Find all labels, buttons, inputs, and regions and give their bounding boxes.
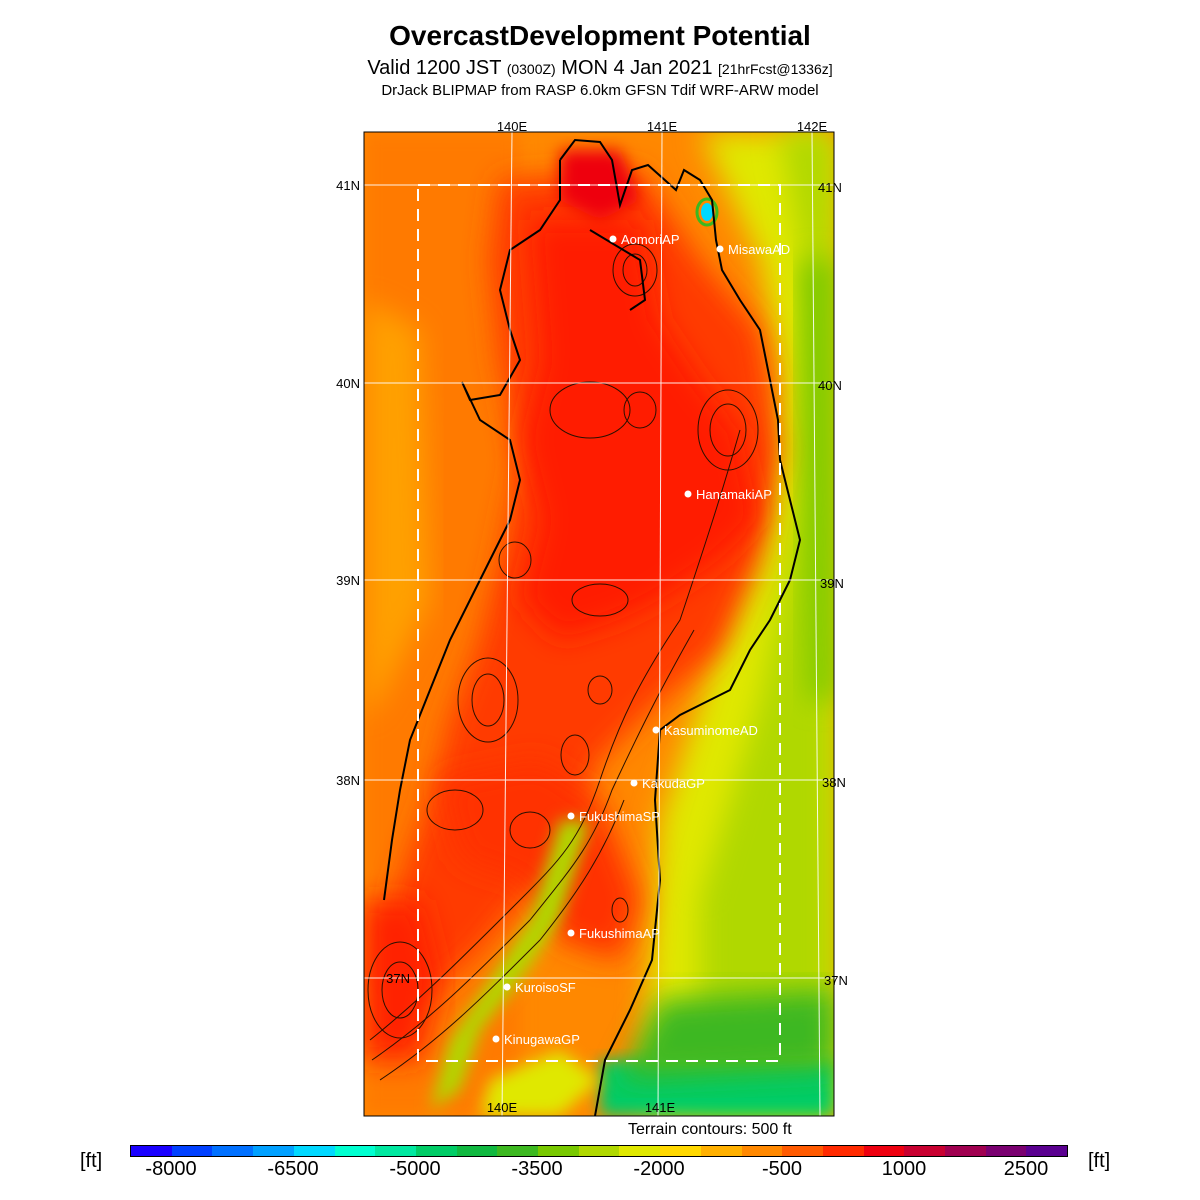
color-swatch	[904, 1146, 946, 1156]
color-swatch	[415, 1146, 457, 1156]
coastline	[383, 138, 802, 1116]
scale-tick-label: -2000	[633, 1158, 685, 1180]
color-swatch	[945, 1146, 986, 1156]
color-swatch	[782, 1146, 823, 1156]
lat-label-right: 38N	[822, 775, 846, 790]
color-swatch	[863, 1146, 905, 1156]
station-label: MisawaAD	[728, 242, 790, 257]
lon-label-bottom: 141E	[645, 1100, 676, 1115]
lon-label-top: 140E	[497, 119, 528, 134]
color-swatch	[497, 1146, 539, 1156]
station-label: KinugawaGP	[504, 1032, 580, 1047]
color-swatch	[660, 1146, 701, 1156]
scale-tick-label: -8000	[145, 1158, 197, 1180]
color-swatch	[293, 1146, 335, 1156]
valid-utc: (0300Z)	[506, 61, 556, 77]
color-swatch	[456, 1146, 498, 1156]
inner-domain-box	[417, 184, 781, 1062]
model-line: DrJack BLIPMAP from RASP 6.0km GFSN Tdif…	[381, 82, 819, 99]
terrain-contour-note: Terrain contours: 500 ft	[628, 1121, 792, 1138]
color-swatch	[619, 1146, 661, 1156]
station-label: KasuminomeAD	[664, 723, 758, 738]
station-label: AomoriAP	[621, 232, 680, 247]
color-swatch	[700, 1146, 742, 1156]
color-swatch	[212, 1146, 254, 1156]
color-scale-bar	[130, 1145, 1068, 1157]
color-swatch	[253, 1146, 294, 1156]
lat-label-right: 40N	[818, 378, 842, 393]
unit-label-left: [ft]	[80, 1150, 103, 1172]
station-kakuda: KakudaGP	[630, 776, 705, 791]
scale-tick-label: -5000	[389, 1158, 441, 1180]
lat-label-left: 38N	[336, 773, 360, 788]
lat-label-left: 37N	[386, 971, 410, 986]
station-kasuminome: KasuminomeAD	[652, 723, 758, 738]
terrain-contours	[367, 243, 759, 1081]
color-swatch	[741, 1146, 783, 1156]
color-swatch	[131, 1146, 172, 1156]
station-misawa: MisawaAD	[716, 242, 790, 257]
map-field	[364, 132, 834, 1116]
station-aomori: AomoriAP	[609, 232, 680, 247]
station-label: KuroisoSF	[515, 980, 576, 995]
scale-tick-label: -500	[761, 1158, 803, 1180]
station-label: HanamakiAP	[696, 487, 772, 502]
valid-date: MON 4 Jan 2021	[561, 57, 713, 79]
station-label: FukushimaSP	[579, 809, 660, 824]
valid-prefix: Valid 1200 JST	[367, 57, 502, 79]
color-swatch	[538, 1146, 579, 1156]
scale-tick-label: 2500	[1003, 1158, 1049, 1180]
unit-label-right: [ft]	[1088, 1150, 1111, 1172]
color-swatch	[334, 1146, 376, 1156]
map-frame	[363, 131, 835, 1117]
color-swatch	[171, 1146, 213, 1156]
forecast-info: [21hrFcst@1336z]	[718, 61, 833, 77]
station-label: KakudaGP	[642, 776, 705, 791]
station-kinugawa: KinugawaGP	[492, 1032, 580, 1047]
scale-tick-label: -3500	[511, 1158, 563, 1180]
scale-tick-label: -6500	[267, 1158, 319, 1180]
lat-label-right: 39N	[820, 576, 844, 591]
station-hanamaki: HanamakiAP	[684, 487, 772, 502]
color-swatch	[822, 1146, 864, 1156]
valid-time: Valid 1200 JST (0300Z) MON 4 Jan 2021 [2…	[0, 57, 1200, 80]
lat-label-left: 40N	[336, 376, 360, 391]
station-fukushima-ap: FukushimaAP	[567, 926, 660, 941]
lat-label-left: 39N	[336, 573, 360, 588]
lon-label-top: 141E	[647, 119, 678, 134]
station-fukushima-sp: FukushimaSP	[567, 809, 660, 824]
lon-label-top: 142E	[797, 119, 828, 134]
color-swatch	[1026, 1146, 1068, 1156]
lat-label-left: 41N	[336, 178, 360, 193]
color-swatch	[985, 1146, 1027, 1156]
lat-label-right: 41N	[818, 180, 842, 195]
color-swatch	[578, 1146, 620, 1156]
chart-title: OvercastDevelopment Potential	[389, 20, 811, 51]
station-kuroiso: KuroisoSF	[503, 980, 576, 995]
scale-tick-label: 1000	[881, 1158, 927, 1180]
station-label: FukushimaAP	[579, 926, 660, 941]
lat-label-right: 37N	[824, 973, 848, 988]
color-swatch	[375, 1146, 416, 1156]
lon-label-bottom: 140E	[487, 1100, 518, 1115]
